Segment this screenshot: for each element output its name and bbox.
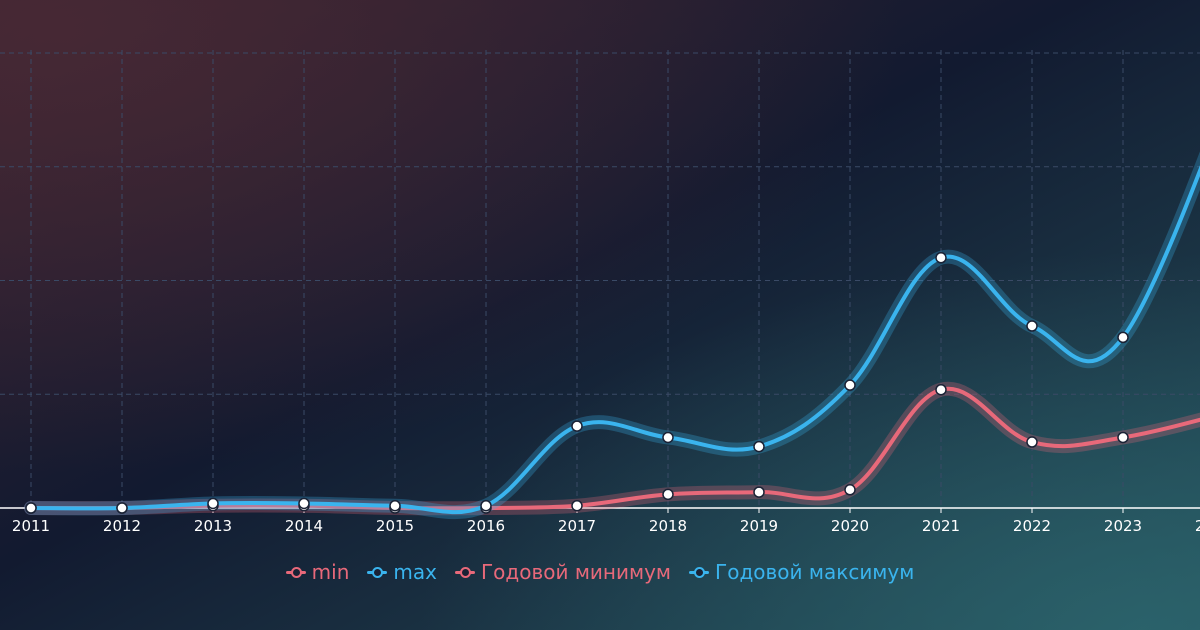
series-max-point[interactable]: [1026, 320, 1038, 332]
x-tick-label: 2021: [922, 517, 960, 535]
legend-line-marker-icon: [454, 567, 475, 578]
x-tick-label: 2022: [1013, 517, 1051, 535]
legend-label: Годовой максимум: [715, 560, 915, 584]
series-max-point[interactable]: [207, 497, 219, 510]
series-max-point[interactable]: [753, 440, 765, 453]
series-min-point[interactable]: [844, 484, 856, 496]
legend-line-marker-icon: [689, 567, 710, 578]
series-min-point[interactable]: [1117, 431, 1129, 444]
series-min-point[interactable]: [1026, 436, 1038, 448]
legend-item-min[interactable]: Годовой минимум: [454, 560, 672, 584]
series-max-point[interactable]: [1117, 331, 1129, 344]
series-max-point[interactable]: [571, 420, 583, 432]
series-max-point[interactable]: [480, 499, 492, 512]
series-max-point[interactable]: [389, 499, 401, 512]
legend: min max Годовой минимум Годовой максимум: [0, 556, 1200, 588]
x-tick-label: 2014: [285, 517, 323, 535]
x-tick-label: 2023: [1104, 517, 1142, 535]
legend-item-max[interactable]: Годовой максимум: [689, 560, 914, 584]
legend-item-min[interactable]: min: [285, 560, 350, 584]
grid: [0, 50, 1200, 508]
x-tick-label: 2016: [467, 517, 505, 535]
x-tick-label: 2017: [558, 517, 596, 535]
series-max-point[interactable]: [298, 497, 310, 510]
series-layer: [24, 151, 1200, 520]
series-max-point[interactable]: [116, 502, 128, 514]
legend-label: Годовой минимум: [480, 560, 672, 584]
x-axis: 2011 2012 2013 2014 2015 2016 2017 2018 2019 2020…: [0, 507, 1200, 535]
legend-line-marker-icon: [367, 567, 388, 578]
x-tick-label: 2019: [740, 517, 778, 535]
x-tick-label: 2012: [103, 517, 141, 535]
legend-label: max: [393, 560, 437, 584]
series-min-point[interactable]: [571, 499, 583, 512]
x-tick-label: 2018: [649, 517, 687, 535]
series-min-point[interactable]: [753, 486, 765, 498]
series-min-point[interactable]: [935, 383, 947, 396]
legend-line-marker-icon: [285, 567, 306, 578]
series-max-point[interactable]: [662, 431, 674, 444]
legend-label: min: [311, 560, 350, 584]
legend-item-max[interactable]: max: [367, 560, 437, 584]
series-max-point[interactable]: [844, 379, 856, 391]
series-min-point[interactable]: [662, 488, 674, 501]
x-tick-label: 2011: [12, 517, 50, 535]
series-max-point[interactable]: [25, 502, 37, 514]
x-tick-label: 2015: [376, 517, 414, 535]
series-max-point[interactable]: [935, 252, 947, 264]
x-tick-label: 2013: [194, 517, 232, 535]
x-tick-label: 2020: [831, 517, 869, 535]
x-tick-label: 2024: [1195, 517, 1200, 535]
